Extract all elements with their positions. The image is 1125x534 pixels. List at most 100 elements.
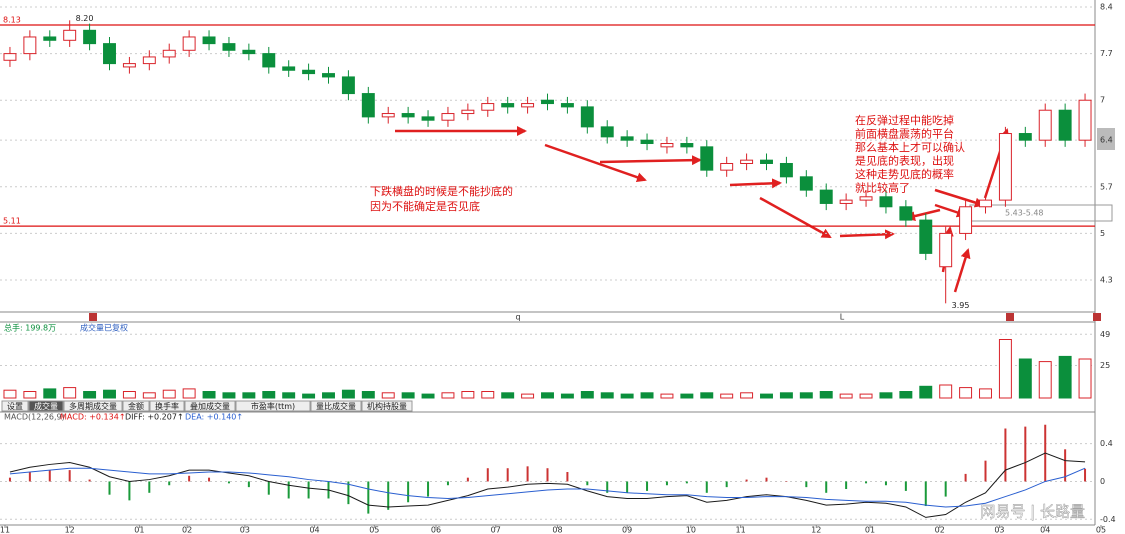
x-tick-label: 08	[552, 526, 562, 534]
macd-bar	[28, 472, 31, 482]
macd-bar	[427, 481, 430, 497]
tab-label[interactable]: 机构持股量	[367, 401, 407, 411]
macd-bar	[247, 481, 250, 488]
tab-label[interactable]: 成交量	[34, 401, 58, 411]
volume-bar	[1078, 358, 1092, 399]
candle-body	[282, 66, 296, 71]
level-label: 5.11	[3, 217, 21, 226]
tab-label[interactable]: 叠加成交量	[190, 401, 230, 411]
tab[interactable]	[28, 400, 64, 412]
tab[interactable]	[1, 400, 29, 412]
volume-bar	[998, 339, 1012, 399]
macd-bar	[466, 477, 469, 482]
volume-bar	[859, 393, 873, 399]
volume-bar	[1058, 355, 1072, 399]
tab[interactable]	[63, 400, 123, 412]
tab[interactable]	[122, 400, 150, 412]
macd-bar	[646, 481, 649, 491]
macd-bar	[665, 481, 668, 486]
candle-body	[720, 162, 734, 171]
macd-bar	[865, 481, 868, 484]
level-label: 8.13	[3, 15, 21, 24]
tab-label[interactable]: 换手率	[155, 401, 179, 411]
tab-bar: 设置 成交量 多周期成交量 金额 换手率 叠加成交量 市盈率(ttm) 量比成交量 机构持股量	[1, 400, 413, 412]
volume-bar	[600, 392, 614, 399]
volume-bar	[740, 392, 754, 399]
candle-body	[600, 126, 614, 138]
macd-bar	[446, 481, 449, 486]
candle-body	[899, 206, 913, 221]
macd-legend: DEA: +0.140↑	[185, 413, 243, 422]
volume-bar	[979, 388, 992, 399]
volume-bar	[23, 391, 37, 399]
volume-bar	[322, 392, 335, 399]
volume-bar	[341, 389, 355, 399]
macd-bar	[128, 481, 131, 501]
volume-bar	[879, 392, 893, 399]
y-tick-label: 0.4	[1100, 439, 1113, 448]
volume-bar	[959, 387, 973, 399]
volume-title: 总手: 199.8万	[4, 323, 56, 333]
macd-bar	[825, 481, 828, 493]
candle-body	[83, 29, 97, 45]
x-tick-label: 12	[811, 526, 821, 534]
x-tick-label: 05	[1096, 526, 1106, 534]
candle-body	[521, 103, 535, 108]
volume-bar	[202, 391, 216, 399]
y-tick-label: 5.7	[1100, 182, 1113, 191]
candle-body	[700, 146, 714, 171]
tab-label[interactable]: 量比成交量	[316, 401, 356, 411]
y-tick-label: 4.3	[1100, 276, 1113, 285]
candle-body	[1018, 133, 1032, 141]
candle-body	[142, 56, 156, 65]
macd-bar	[725, 481, 728, 488]
tab-label[interactable]: 市盈率(ttm)	[251, 401, 295, 411]
candle-body	[302, 69, 316, 75]
volume-bar	[939, 384, 953, 399]
macd-bar	[606, 481, 609, 493]
candle-body	[919, 219, 933, 254]
macd-bar	[765, 477, 768, 482]
volume-bar	[361, 391, 375, 399]
tab[interactable]	[184, 400, 236, 412]
candle-body	[182, 36, 196, 51]
annotation: 这种走势见底的概率	[855, 167, 954, 181]
candle-body	[341, 76, 355, 95]
candle-body	[481, 103, 495, 111]
macd-bar	[884, 481, 887, 486]
tab-label[interactable]: 金额	[128, 401, 144, 411]
candle-body	[461, 109, 475, 115]
macd-bar	[387, 481, 390, 510]
x-tick-label: 01	[134, 526, 144, 534]
volume-bar	[700, 392, 714, 399]
macd-bar	[1064, 449, 1067, 482]
y-tick-label: 25	[1100, 361, 1110, 370]
candle-body	[361, 93, 375, 118]
macd-legend: DIFF: +0.207↑	[125, 413, 184, 422]
tab[interactable]	[149, 400, 185, 412]
tab[interactable]	[361, 400, 413, 412]
tab[interactable]	[310, 400, 362, 412]
volume-bar	[1018, 358, 1032, 399]
volume-bar	[43, 388, 57, 399]
candle-body	[660, 143, 674, 148]
macd-legend: MACD: +0.134↑	[60, 413, 126, 422]
macd-bar	[685, 481, 688, 484]
tab[interactable]	[235, 400, 311, 412]
macd-bar	[506, 468, 509, 482]
candle-body	[959, 206, 973, 234]
macd-bar	[745, 479, 748, 482]
macd-bar	[208, 477, 211, 482]
tab-label[interactable]: 多周期成交量	[69, 401, 117, 411]
marker: L	[840, 313, 845, 322]
y-tick-label: 8.4	[1100, 3, 1113, 12]
candle-body	[740, 159, 754, 164]
volume-bar	[660, 393, 674, 399]
tab-label[interactable]: 设置	[7, 401, 23, 411]
macd-bar	[1004, 428, 1007, 482]
macd-bar	[347, 481, 350, 505]
annotation: 下跌横盘的时候是不能抄底的	[370, 184, 513, 198]
macd-bar	[48, 470, 51, 482]
candle-body	[939, 232, 953, 268]
